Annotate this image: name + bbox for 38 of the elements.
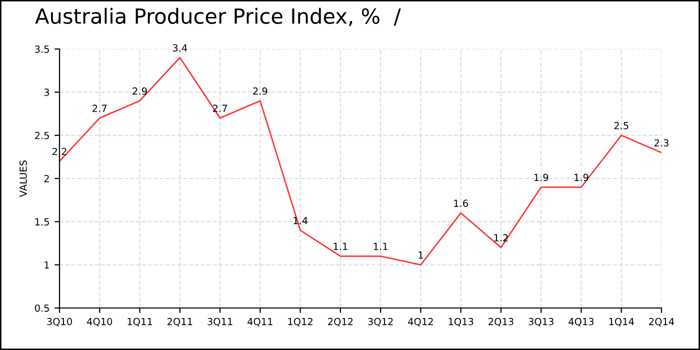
x-tick-label: 2Q14 bbox=[649, 318, 674, 326]
data-label: 2.5 bbox=[614, 122, 628, 130]
x-tick-label: 3Q12 bbox=[368, 318, 393, 326]
x-tick-label: 1Q11 bbox=[128, 318, 152, 326]
data-label: 2.9 bbox=[132, 87, 147, 95]
x-tick-label: 1Q12 bbox=[288, 318, 312, 326]
y-tick-label: 3.5 bbox=[35, 45, 49, 53]
y-tick-label: 1.5 bbox=[35, 218, 49, 226]
y-tick-label: 1 bbox=[44, 261, 49, 269]
x-tick-label: 1Q13 bbox=[448, 318, 474, 326]
data-label: 1.2 bbox=[494, 234, 508, 242]
y-tick-label: 2.5 bbox=[35, 132, 49, 140]
x-tick-label: 4Q12 bbox=[408, 318, 433, 326]
data-label: 1.1 bbox=[334, 242, 348, 250]
data-label: 1.1 bbox=[374, 242, 388, 250]
data-label: 2.9 bbox=[253, 87, 268, 95]
x-tick-label: 3Q11 bbox=[208, 318, 232, 326]
y-tick-label: 3 bbox=[44, 88, 49, 96]
data-label: 2.7 bbox=[92, 104, 107, 112]
x-tick-label: 4Q10 bbox=[87, 318, 112, 326]
y-tick-label: 0.5 bbox=[34, 304, 49, 312]
x-tick-label: 2Q11 bbox=[168, 318, 192, 326]
chart-title: Australia Producer Price Index, % / bbox=[35, 8, 401, 26]
data-label: 2.3 bbox=[654, 139, 668, 147]
data-label: 1 bbox=[418, 252, 423, 259]
x-tick-label: 2Q13 bbox=[488, 318, 514, 326]
data-label: 1.6 bbox=[454, 200, 468, 207]
data-label: 1.9 bbox=[574, 174, 588, 182]
x-tick-label: 3Q13 bbox=[528, 318, 554, 326]
x-tick-label: 4Q11 bbox=[248, 318, 272, 326]
y-tick-label: 2 bbox=[44, 174, 49, 182]
x-tick-label: 3Q10 bbox=[47, 318, 72, 326]
data-label: 3.4 bbox=[172, 44, 188, 52]
x-tick-label: 2Q12 bbox=[328, 318, 353, 326]
x-tick-label: 4Q13 bbox=[568, 318, 594, 326]
x-tick-label: 1Q14 bbox=[609, 318, 634, 326]
y-axis-title: VALUES bbox=[20, 160, 27, 197]
data-label: 1.9 bbox=[534, 174, 548, 182]
